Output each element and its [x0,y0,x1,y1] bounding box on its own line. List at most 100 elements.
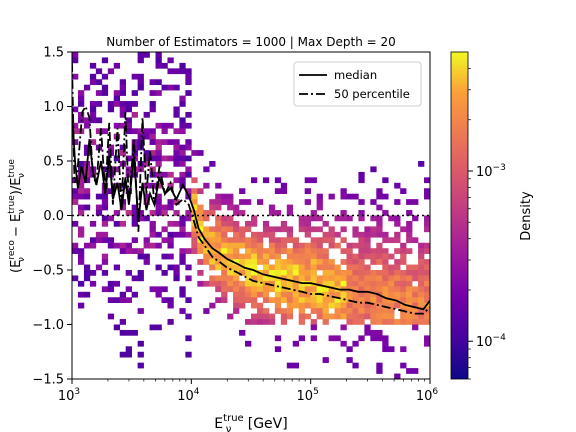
heatmap-cell [388,313,395,320]
heatmap-cell [268,210,276,216]
heatmap-cell [334,280,341,287]
heatmap-cell [316,313,323,320]
heatmap-cell [173,106,180,113]
heatmap-cell [382,302,389,309]
heatmap-cell [424,226,430,233]
heatmap-cell [101,286,109,293]
heatmap-cell [370,166,377,173]
heatmap-cell [400,291,407,298]
heatmap-cell [107,106,115,113]
heatmap-cell [286,270,294,276]
heatmap-cell [239,210,246,216]
heatmap-cell [221,286,228,293]
heatmap-cell [298,264,305,271]
heatmap-cell [113,220,121,227]
heatmap-cell [245,319,252,325]
heatmap-cell [125,297,132,303]
heatmap-cell [280,248,288,254]
heatmap-cell [292,237,300,244]
heatmap-cell [358,199,365,205]
heatmap-cell [89,139,97,145]
heatmap-cell [173,155,180,162]
heatmap-cell [143,111,150,118]
heatmap-cell [197,280,204,287]
heatmap-cell [400,280,407,287]
heatmap-cell [233,302,240,309]
heatmap-cell [400,275,407,282]
heatmap-cell [89,101,97,107]
heatmap-cell [119,79,126,85]
heatmap-cell [245,280,252,287]
heatmap-cell [370,259,377,265]
heatmap-cell [239,280,246,287]
heatmap-cell [298,302,305,309]
heatmap-cell [221,220,228,227]
heatmap-cell [304,242,311,249]
heatmap-cell [406,264,413,271]
heatmap-cell [179,155,186,162]
heatmap-cell [388,346,395,353]
heatmap-cell [280,182,288,189]
heatmap-cell [358,280,365,287]
heatmap-cell [203,226,210,233]
heatmap-cell [161,204,168,211]
heatmap-cell [286,226,294,233]
heatmap-cell [418,302,425,309]
heatmap-cell [412,324,419,331]
heatmap-cell [161,297,168,303]
heatmap-cell [364,275,371,282]
heatmap-cell [245,259,252,265]
heatmap-cell [197,150,204,156]
heatmap-cell [203,242,210,249]
heatmap-cell [119,242,126,249]
heatmap-cell [72,122,79,129]
heatmap-cell [394,280,401,287]
heatmap-cell [173,270,180,276]
heatmap-cell [101,259,109,265]
heatmap-cell [352,226,359,233]
heatmap-cell [400,242,407,249]
heatmap-cell [304,297,311,303]
heatmap-cell [113,90,121,96]
heatmap-cell [227,264,234,271]
heatmap-cell [167,253,174,260]
heatmap-cell [83,177,91,184]
heatmap-cell [131,329,138,336]
heatmap-cell [370,226,377,233]
heatmap-cell [322,237,329,244]
heatmap-cell [352,193,359,200]
heatmap-cell [179,117,186,124]
heatmap-cell [167,302,174,309]
heatmap-cell [149,166,156,173]
heatmap-cell [412,215,419,222]
heatmap-cell [286,253,294,260]
heatmap-cell [155,199,162,205]
heatmap-cell [406,210,413,216]
heatmap-cell [107,215,115,222]
heatmap-cell [221,242,228,249]
heatmap-cell [268,264,276,271]
heatmap-cell [418,242,425,249]
heatmap-cell [346,253,353,260]
heatmap-cell [101,57,109,64]
heatmap-cell [376,270,383,276]
heatmap-cell [292,242,300,249]
heatmap-cell [72,188,79,194]
heatmap-cell [346,248,353,254]
heatmap-cell [215,193,222,200]
heatmap-cell [155,210,162,216]
heatmap-cell [346,346,353,353]
heatmap-cell [119,101,126,107]
heatmap-cell [149,128,156,135]
heatmap-cell [304,286,311,293]
heatmap-cell [346,313,353,320]
heatmap-cell [185,73,192,80]
heatmap-cell [131,215,138,222]
heatmap-cell [113,122,121,129]
heatmap-cell [328,275,335,282]
heatmap-cell [298,313,305,320]
heatmap-cell [370,335,377,342]
heatmap-cell [268,270,276,276]
heatmap-cell [179,95,186,102]
heatmap-cell [203,280,210,287]
